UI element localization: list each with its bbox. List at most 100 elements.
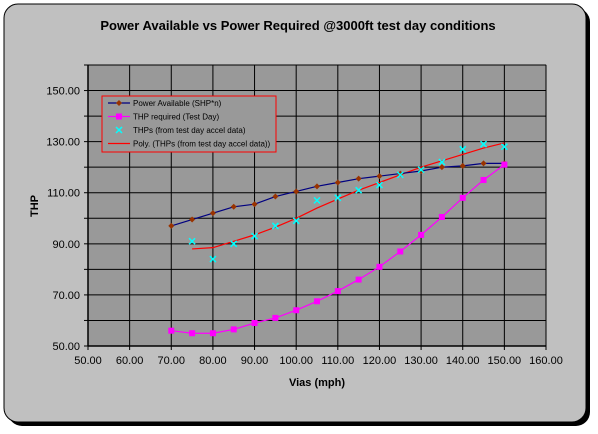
data-series — [168, 140, 508, 337]
marker-thps-accel — [251, 232, 259, 240]
y-tick-label: 150.00 — [46, 86, 80, 98]
marker-stroke — [417, 166, 425, 174]
y-axis-label: THP — [29, 195, 41, 217]
x-tick-label: 50.00 — [74, 355, 102, 367]
marker-power-available — [230, 203, 237, 210]
marker-stroke — [334, 194, 342, 202]
x-tick-label: 130.00 — [404, 355, 438, 367]
marker-stroke — [480, 140, 488, 148]
y-tick-label: 130.00 — [46, 137, 80, 149]
legend-label: Power Available (SHP*n) — [133, 99, 222, 108]
marker-thps-accel — [396, 171, 404, 179]
marker-stroke — [438, 158, 446, 166]
legend-marker-thps-accel — [115, 126, 123, 134]
marker-thps-accel — [209, 255, 217, 263]
marker-power-available — [293, 188, 300, 195]
marker-thps-accel — [230, 240, 238, 248]
marker-thps-accel — [500, 143, 508, 151]
marker-power-available — [438, 164, 445, 171]
x-tick-label: 80.00 — [199, 355, 227, 367]
x-tick-label: 110.00 — [321, 355, 354, 367]
x-tick-label: 60.00 — [116, 355, 144, 367]
marker-stroke — [375, 181, 383, 189]
legend-label: THP required (Test Day) — [133, 113, 219, 122]
marker-thps-accel — [292, 217, 300, 225]
marker-stroke — [355, 186, 363, 194]
y-tick-label: 110.00 — [47, 188, 80, 200]
marker-power-available — [168, 222, 175, 229]
marker-stroke — [313, 196, 321, 204]
marker-thp-required — [459, 194, 466, 201]
marker-thp-required — [418, 231, 425, 238]
marker-stroke — [271, 222, 279, 230]
marker-thp-required — [480, 176, 487, 183]
x-tick-labels: 50.00 60.00 70.00 80.00 90.00 100.00 110.00 120… — [74, 355, 563, 367]
legend-marker-power-available — [116, 100, 122, 106]
legend: Power Available (SHP*n) THP required (Tes… — [101, 95, 277, 153]
marker-thp-required — [314, 298, 320, 305]
marker-power-available — [459, 162, 466, 169]
marker-thps-accel — [480, 140, 488, 148]
legend-box — [101, 95, 277, 153]
marker-power-available — [418, 168, 425, 175]
trendline-poly-thps — [192, 142, 505, 250]
marker-power-available — [355, 175, 362, 182]
marker-thp-required — [397, 248, 404, 255]
marker-thp-required — [376, 263, 383, 270]
x-tick-label: 100.00 — [279, 355, 313, 367]
marker-stroke — [188, 237, 196, 245]
marker-stroke — [251, 232, 259, 240]
marker-power-available — [189, 216, 196, 223]
marker-thps-accel — [417, 166, 425, 174]
marker-stroke — [396, 171, 404, 179]
marker-thp-required — [189, 330, 196, 337]
marker-thp-required — [355, 276, 362, 283]
marker-power-available — [397, 170, 404, 177]
chart-title: Power Available vs Power Required @3000f… — [100, 18, 495, 33]
marker-thp-required — [334, 288, 341, 295]
marker-power-available — [334, 179, 341, 186]
marker-power-available — [272, 193, 279, 200]
marker-power-available — [376, 173, 383, 180]
y-tick-label: 90.00 — [52, 239, 80, 251]
marker-thp-required — [272, 314, 279, 321]
x-tick-label: 90.00 — [241, 355, 269, 367]
marker-thp-required — [293, 307, 300, 314]
marker-thp-required — [501, 161, 508, 168]
marker-stroke — [459, 145, 467, 153]
y-tick-labels: 50.00 70.00 90.00 110.00 130.00 150.00 — [46, 86, 80, 353]
marker-thp-required — [230, 326, 237, 333]
x-tick-label: 160.00 — [529, 355, 563, 367]
marker-thps-accel — [334, 194, 342, 202]
marker-thps-accel — [438, 158, 446, 166]
marker-power-available — [480, 160, 487, 167]
marker-thps-accel — [271, 222, 279, 230]
x-tick-label: 140.00 — [446, 355, 480, 367]
marker-thps-accel — [313, 196, 321, 204]
marker-thps-accel — [375, 181, 383, 189]
y-tick-label: 50.00 — [52, 341, 80, 353]
marker-stroke — [209, 255, 217, 263]
marker-thp-required — [251, 320, 258, 327]
marker-thps-accel — [459, 145, 467, 153]
marker-power-available — [209, 210, 216, 217]
marker-thps-accel — [188, 237, 196, 245]
marker-thp-required — [438, 213, 445, 220]
legend-label: Poly. (THPs (from test day accel data)) — [133, 140, 271, 149]
legend-label: THPs (from test day accel data) — [133, 126, 246, 135]
marker-stroke — [292, 217, 300, 225]
marker-thp-required — [168, 327, 175, 334]
marker-power-available — [314, 183, 320, 190]
x-tick-label: 150.00 — [488, 355, 522, 367]
marker-power-available — [251, 201, 258, 208]
marker-thp-required — [209, 330, 216, 337]
marker-thps-accel — [355, 186, 363, 194]
marker-stroke — [500, 143, 508, 151]
legend-marker-thp-required — [116, 113, 122, 120]
x-tick-label: 120.00 — [363, 355, 397, 367]
x-axis-label: Vias (mph) — [289, 377, 345, 389]
marker-stroke — [230, 240, 238, 248]
y-tick-label: 70.00 — [52, 290, 80, 302]
x-tick-label: 70.00 — [158, 355, 186, 367]
